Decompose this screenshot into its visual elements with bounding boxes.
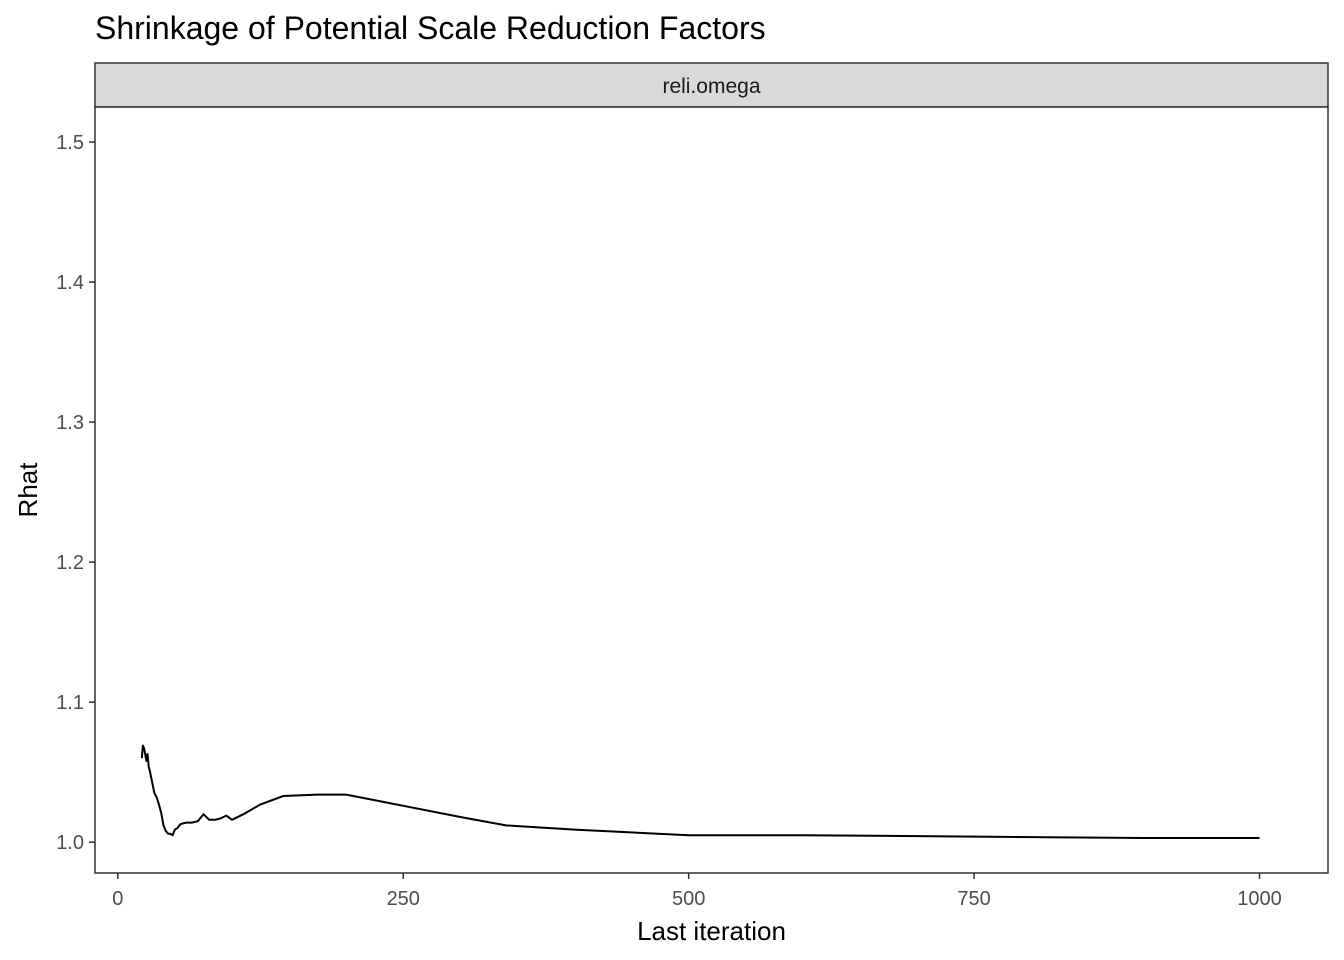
facet-strip: reli.omega [94, 62, 1329, 108]
y-tick-label: 1.2 [56, 552, 84, 574]
x-axis-title: Last iteration [637, 916, 786, 946]
y-axis-title: Rhat [13, 462, 43, 518]
facet-strip-background [94, 62, 1329, 108]
x-tick-label: 750 [957, 888, 990, 910]
y-axis: 1.0 1.1 1.2 1.3 1.4 1.5 [56, 132, 95, 854]
y-tick-label: 1.3 [56, 412, 84, 434]
y-tick-label: 1.4 [56, 272, 84, 294]
x-tick-label: 250 [387, 888, 420, 910]
x-tick-label: 1000 [1237, 888, 1282, 910]
plot-panel [94, 106, 1329, 874]
x-tick-label: 0 [112, 888, 123, 910]
y-tick-label: 1.5 [56, 132, 84, 154]
chart-title: Shrinkage of Potential Scale Reduction F… [95, 10, 766, 46]
y-tick-label: 1.0 [56, 832, 84, 854]
x-tick-label: 500 [672, 888, 705, 910]
x-axis: 0 250 500 750 1000 [112, 873, 1282, 910]
y-tick-label: 1.1 [56, 692, 84, 714]
facet-strip-label: reli.omega [662, 75, 760, 98]
series-layer [140, 744, 1260, 839]
series-line [140, 744, 1260, 839]
